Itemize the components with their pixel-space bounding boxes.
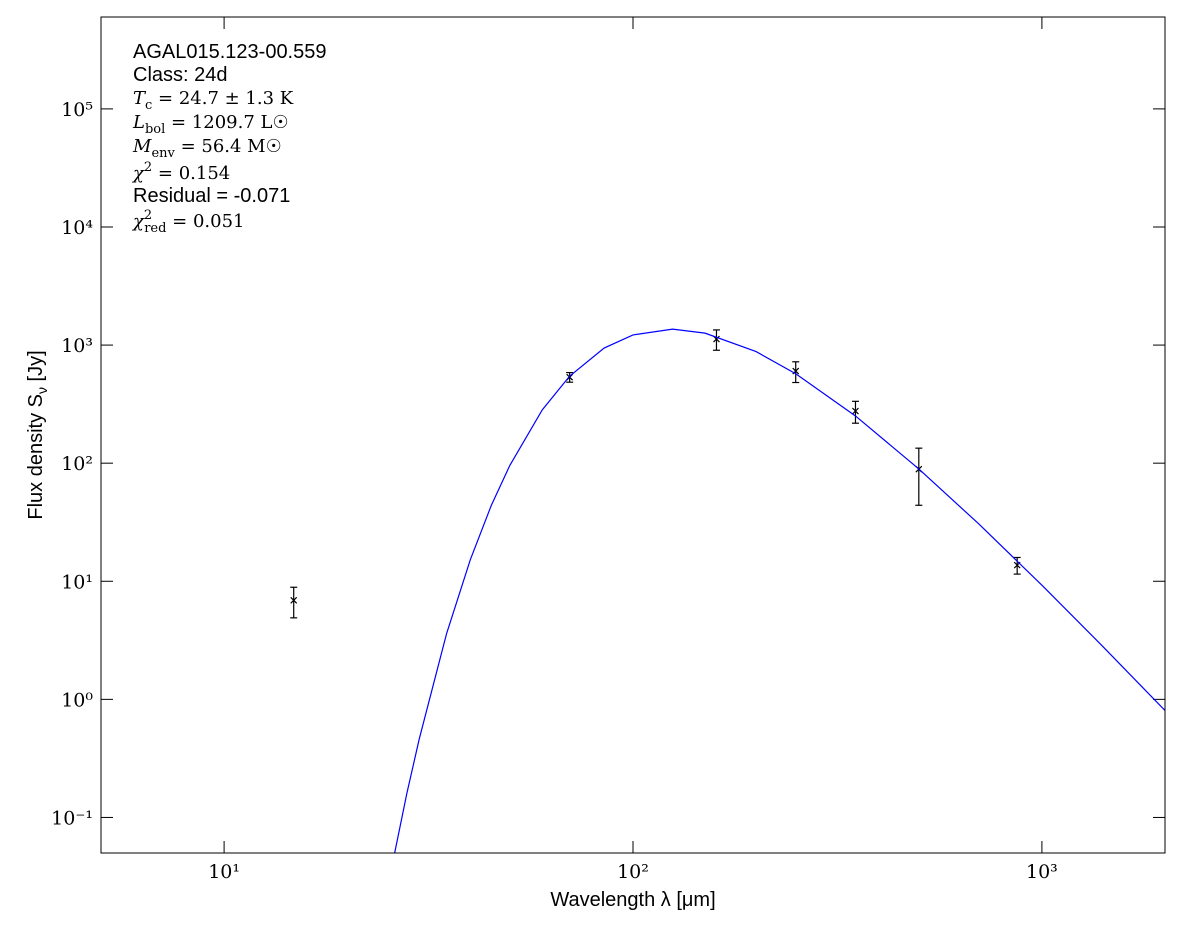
y-label-rest: [Jy] [25, 350, 47, 387]
data-point [290, 596, 298, 604]
y-tick-label: 10³ [61, 335, 93, 357]
annotation-rest: = 0.051 [166, 211, 244, 232]
y-axis-label: Flux density Sν [Jy] [25, 350, 50, 519]
x-axis-label: Wavelength λ [μm] [550, 889, 715, 911]
y-label-text: Flux density S [25, 394, 47, 520]
y-tick-label: 10² [61, 453, 93, 475]
annotation-sup: 2 [144, 208, 152, 223]
annotation-main: χ [131, 163, 145, 184]
y-label-sub: ν [34, 387, 50, 394]
annotation-sup: 2 [144, 160, 152, 175]
annotation-rest: = 24.7 ± 1.3 K [152, 88, 293, 109]
y-tick-label: 10⁰ [61, 689, 93, 711]
y-tick-label: 10⁴ [61, 217, 93, 239]
annotation: Residual = -0.071 [133, 185, 290, 207]
plot-frame [100, 16, 1166, 854]
annotation-main: Residual = -0.071 [133, 185, 290, 207]
model-curve [394, 328, 1165, 853]
y-tick-label: 10¹ [61, 571, 93, 593]
annotation-sub: env [151, 146, 175, 161]
annotation-main: χ [131, 211, 145, 232]
annotation-sub: bol [145, 122, 165, 137]
annotation-main: T [133, 88, 147, 109]
y-tick-label: 10⁵ [61, 99, 93, 121]
annotation-rest: = 0.154 [152, 163, 230, 184]
annotation: AGAL015.123-00.559 [133, 41, 327, 63]
annotation-sub: red [144, 221, 166, 236]
annotation: Tc = 24.7 ± 1.3 K [133, 88, 294, 113]
annotation-main: L [132, 112, 145, 133]
annotation-sub: c [145, 98, 152, 113]
annotation: Menv = 56.4 M☉ [132, 136, 282, 161]
annotation: χ2 = 0.154 [131, 160, 230, 184]
annotation-main: AGAL015.123-00.559 [133, 41, 327, 63]
annotation-rest: = 1209.7 L☉ [165, 112, 288, 133]
x-tick-label: 10¹ [208, 861, 240, 883]
x-tick-label: 10³ [1026, 861, 1058, 883]
annotation-main: M [132, 136, 152, 157]
data-point [852, 407, 859, 415]
annotation: χ2 red = 0.051 [131, 208, 245, 236]
y-tick-label: 10⁻¹ [51, 807, 93, 829]
annotation-main: Class: 24d [133, 64, 228, 86]
annotation: Lbol = 1209.7 L☉ [132, 112, 289, 137]
x-tick-label: 10² [617, 861, 649, 883]
annotation: Class: 24d [133, 64, 228, 86]
annotation-rest: = 56.4 M☉ [175, 136, 282, 157]
